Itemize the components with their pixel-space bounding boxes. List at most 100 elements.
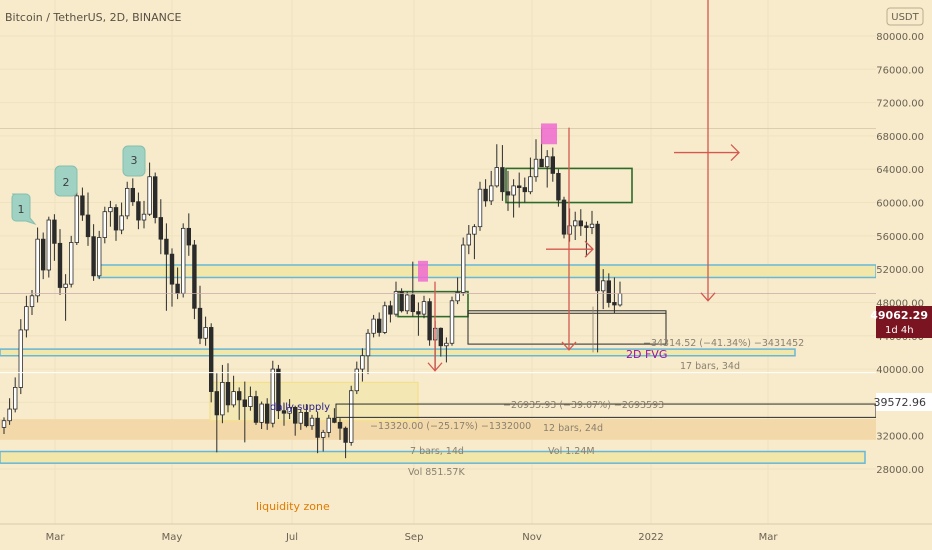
peak-label-1-text: 1 bbox=[18, 203, 25, 216]
candle-body bbox=[561, 199, 567, 235]
candle-body bbox=[12, 386, 18, 410]
candle bbox=[130, 178, 135, 206]
candle bbox=[376, 312, 382, 337]
candle-body bbox=[578, 220, 583, 227]
candle bbox=[91, 224, 96, 281]
candle-body bbox=[455, 292, 460, 302]
candle bbox=[505, 170, 511, 211]
candle bbox=[545, 150, 550, 188]
candle-body bbox=[371, 318, 376, 334]
candle-body bbox=[91, 236, 96, 277]
price-tick-label: 40000.00 bbox=[876, 365, 924, 376]
support-zone-42k bbox=[0, 348, 796, 357]
candle bbox=[337, 418, 343, 440]
candle bbox=[404, 291, 410, 315]
support-zone-29k bbox=[0, 450, 866, 464]
candle bbox=[438, 327, 443, 357]
arrow-right-nov-head bbox=[584, 240, 594, 258]
candle-body bbox=[360, 355, 365, 370]
price-tick-label: 72000.00 bbox=[876, 99, 924, 110]
candle bbox=[113, 204, 119, 241]
candle-body bbox=[376, 318, 382, 333]
arrow-down-forecast bbox=[700, 0, 716, 302]
candle bbox=[488, 170, 494, 206]
candle-body bbox=[556, 172, 561, 201]
arrow-down-sep-head bbox=[427, 362, 443, 372]
candle bbox=[304, 404, 309, 428]
candle bbox=[365, 329, 371, 375]
candle-body bbox=[326, 417, 331, 433]
candle-body bbox=[276, 368, 281, 412]
candle bbox=[169, 248, 175, 307]
candle-body bbox=[309, 417, 315, 427]
currency-badge[interactable] bbox=[886, 7, 924, 26]
candle-body bbox=[180, 227, 186, 294]
candle bbox=[24, 295, 29, 338]
candle-body bbox=[136, 201, 141, 221]
candle bbox=[360, 348, 365, 382]
candle bbox=[248, 386, 253, 411]
candle bbox=[214, 373, 219, 453]
candle-body bbox=[141, 213, 147, 221]
candle-body bbox=[57, 242, 63, 288]
measure-1-bars: 7 bars, 14d bbox=[410, 446, 464, 457]
candle-body bbox=[236, 391, 242, 401]
candle-body bbox=[130, 187, 135, 203]
liquidity-zone-band bbox=[0, 419, 876, 440]
candle-body bbox=[169, 253, 175, 285]
candle-body bbox=[539, 158, 544, 168]
candle-body bbox=[393, 291, 399, 315]
candle-body bbox=[102, 211, 107, 238]
candle bbox=[152, 172, 158, 224]
candle-body bbox=[337, 421, 343, 429]
candle bbox=[180, 223, 186, 298]
candle-body bbox=[108, 207, 113, 213]
time-tick-2022: 2022 bbox=[638, 532, 663, 543]
candle bbox=[612, 277, 617, 314]
price-axis[interactable]: USDT 80000.00 76000.00 72000.00 68000.00 640… bbox=[870, 0, 932, 524]
candle bbox=[119, 202, 124, 235]
candle-body bbox=[97, 237, 102, 277]
cursor-price-badge bbox=[876, 393, 932, 411]
candle-body bbox=[416, 311, 421, 315]
candle-body bbox=[52, 219, 57, 244]
peak-label-3: 3 bbox=[122, 145, 146, 177]
candle-body bbox=[147, 176, 152, 215]
candle-body bbox=[175, 283, 180, 294]
candle-body bbox=[444, 342, 449, 347]
candle-body bbox=[287, 406, 292, 414]
candle-body bbox=[186, 227, 191, 246]
measure-2: −26935.93 (−39.07%) −2693593 12 bars, 24… bbox=[503, 400, 664, 457]
price-tick-label: 52000.00 bbox=[876, 265, 924, 276]
time-axis[interactable]: Mar May Jul Sep Nov 2022 Mar bbox=[0, 523, 932, 550]
candle bbox=[270, 360, 275, 428]
candle bbox=[69, 235, 74, 288]
candle-body bbox=[550, 156, 555, 174]
candle bbox=[410, 261, 415, 317]
resistance-zone-52k bbox=[97, 264, 877, 279]
candle bbox=[444, 337, 449, 363]
candle-body bbox=[505, 191, 511, 196]
candle bbox=[164, 223, 169, 311]
candle bbox=[522, 177, 527, 203]
overlay bbox=[0, 0, 877, 418]
currency-label: USDT bbox=[891, 12, 919, 23]
candle bbox=[449, 296, 455, 346]
candle-body bbox=[281, 410, 287, 414]
arrow-right-nov bbox=[546, 240, 594, 258]
measure-3-bars: 17 bars, 34d bbox=[680, 361, 740, 372]
candle-body bbox=[298, 411, 303, 424]
price-tick-label: 32000.00 bbox=[876, 432, 924, 443]
candle-body bbox=[158, 217, 163, 240]
candle bbox=[589, 210, 595, 235]
candle bbox=[477, 181, 483, 231]
chart-title: Bitcoin / TetherUS, 2D, BINANCE bbox=[5, 11, 182, 24]
candle bbox=[326, 414, 331, 438]
candle bbox=[1, 417, 7, 435]
candle-body bbox=[214, 391, 219, 416]
candle-body bbox=[617, 293, 623, 306]
candle-body bbox=[315, 417, 320, 438]
candle-body bbox=[343, 427, 348, 443]
candle-body bbox=[35, 238, 40, 297]
candle bbox=[292, 405, 298, 436]
